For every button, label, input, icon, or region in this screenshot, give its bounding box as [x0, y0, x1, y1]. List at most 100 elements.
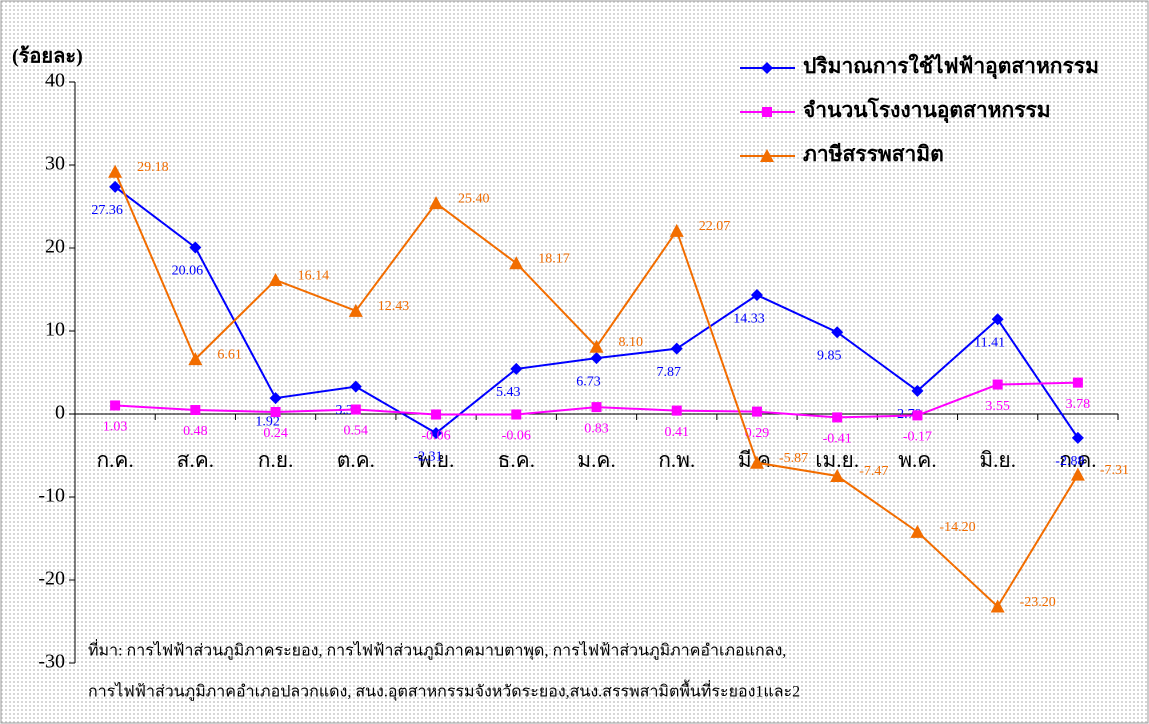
marker	[431, 409, 442, 420]
marker	[670, 342, 683, 355]
data-label: -0.17	[903, 430, 932, 445]
marker	[510, 362, 523, 375]
marker	[348, 303, 363, 317]
marker	[1072, 377, 1083, 388]
x-tick-label: ธ.ค.	[498, 448, 535, 472]
data-label: -2.31	[413, 449, 442, 464]
y-tick-label: -30	[38, 651, 65, 673]
marker	[751, 406, 762, 417]
data-label: 29.18	[137, 160, 169, 175]
legend-marker	[761, 62, 773, 74]
marker	[429, 196, 444, 210]
data-label: 8.10	[619, 335, 644, 350]
marker	[190, 405, 201, 416]
legend-label: ภาษีสรรพสามิต	[803, 142, 944, 166]
marker	[671, 405, 682, 416]
data-label: -0.41	[823, 432, 852, 447]
data-label: 6.61	[217, 347, 242, 362]
data-label: 22.07	[699, 219, 731, 234]
marker	[509, 256, 524, 270]
data-label: 25.40	[458, 191, 490, 206]
x-tick-label: เม.ย.	[815, 448, 859, 472]
source-note: ที่มา: การไฟฟ้าส่วนภูมิภาคระยอง, การไฟฟ้…	[88, 639, 786, 661]
data-label: 18.17	[538, 251, 570, 266]
marker	[990, 599, 1005, 613]
data-label: 0.48	[183, 424, 208, 439]
data-label: 5.43	[496, 385, 521, 400]
data-label: 1.03	[103, 420, 128, 435]
data-label: 0.54	[344, 424, 369, 439]
marker	[590, 352, 603, 365]
data-label: 0.41	[664, 425, 689, 440]
x-tick-label: ก.พ.	[658, 448, 695, 472]
data-label: 7.87	[656, 365, 681, 380]
marker	[110, 400, 121, 411]
marker	[188, 352, 203, 366]
x-tick-label: ก.ค.	[96, 448, 133, 472]
data-label: 11.41	[974, 336, 1005, 351]
data-label: -0.06	[502, 429, 531, 444]
marker	[589, 339, 604, 353]
marker	[109, 180, 122, 193]
marker	[749, 455, 764, 469]
data-label: 3.55	[985, 399, 1010, 414]
y-axis-label: (ร้อยละ)	[12, 45, 83, 68]
data-label: 6.73	[576, 374, 601, 389]
marker	[991, 313, 1004, 326]
y-tick-label: 10	[45, 319, 65, 341]
legend-marker	[762, 107, 772, 117]
marker	[1071, 431, 1084, 444]
x-tick-label: มิ.ย.	[979, 448, 1016, 472]
marker	[992, 379, 1003, 390]
data-label: 27.36	[91, 203, 123, 218]
x-tick-label: ก.ย.	[258, 448, 294, 472]
data-label: 20.06	[172, 264, 204, 279]
y-tick-label: 20	[45, 236, 65, 258]
marker	[669, 223, 684, 237]
data-label: 3.78	[1066, 397, 1091, 412]
marker	[511, 409, 522, 420]
marker	[269, 392, 282, 405]
series-line	[114, 186, 1079, 439]
data-label: -14.20	[939, 520, 975, 535]
x-tick-label: พ.ย.	[418, 448, 455, 472]
marker	[349, 380, 362, 393]
y-tick-label: 0	[55, 402, 65, 424]
marker	[108, 164, 123, 178]
data-label: 9.85	[817, 348, 842, 363]
marker	[270, 407, 281, 418]
x-tick-label: ม.ค.	[577, 448, 615, 472]
data-label: 16.14	[298, 268, 330, 283]
data-label: 1.92	[255, 414, 280, 429]
marker	[1070, 467, 1085, 481]
y-tick-label: -10	[38, 485, 65, 507]
marker	[832, 412, 843, 423]
marker	[910, 524, 925, 538]
x-tick-label: พ.ค.	[898, 448, 936, 472]
data-label: 0.24	[263, 426, 288, 441]
y-tick-label: 30	[45, 153, 65, 175]
legend-marker	[760, 149, 774, 162]
data-label: 0.83	[584, 421, 609, 436]
x-tick-label: ส.ค.	[177, 448, 214, 472]
marker	[750, 289, 763, 302]
marker	[912, 410, 923, 421]
marker	[350, 404, 361, 415]
data-label: 14.33	[733, 311, 765, 326]
data-label: -2.88	[1055, 454, 1084, 469]
marker	[831, 326, 844, 339]
data-label: -5.87	[779, 451, 808, 466]
marker	[591, 402, 602, 413]
data-label: -7.47	[859, 464, 888, 479]
data-label: 12.43	[378, 299, 410, 314]
data-label: 0.29	[745, 426, 770, 441]
legend-label: จำนวนโรงงานอุตสาหกรรม	[803, 97, 1051, 124]
data-label: -7.31	[1100, 463, 1129, 478]
marker	[268, 273, 283, 287]
y-tick-label: 40	[45, 70, 65, 92]
marker	[189, 241, 202, 254]
data-label: -0.06	[421, 429, 450, 444]
